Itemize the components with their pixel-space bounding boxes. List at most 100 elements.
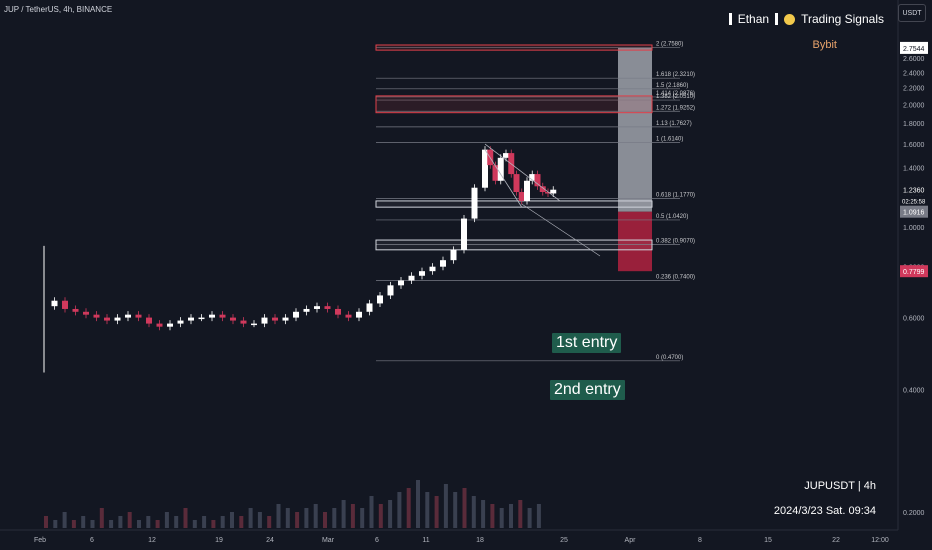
x-tick-label: 18 (476, 537, 484, 544)
candle-body (62, 300, 68, 309)
volume-bar (518, 500, 523, 528)
candle-body (450, 249, 457, 261)
volume-bar (536, 504, 541, 528)
y-tick-label: 0.2000 (903, 510, 925, 517)
fib-label: 0 (0.4700) (656, 355, 683, 361)
candle-body (230, 317, 236, 321)
x-tick-label: 24 (266, 537, 274, 544)
candle-body (513, 174, 520, 193)
currency-button[interactable]: USDT (898, 4, 926, 22)
volume-bar (332, 508, 337, 528)
brand-watermark: Ethan Trading Signals (728, 12, 884, 26)
volume-bar (509, 504, 513, 528)
candle-body (324, 306, 331, 309)
x-tick-label: Mar (322, 537, 335, 544)
candle-body (240, 320, 247, 324)
volume-bar (90, 520, 95, 528)
volume-bar (155, 520, 160, 528)
candle-body (461, 218, 467, 250)
fib-label: 1.272 (1.9252) (656, 105, 695, 111)
candle-body (282, 317, 289, 321)
coin-icon (784, 13, 796, 25)
candle-body (293, 311, 299, 318)
volume-bar (220, 516, 225, 528)
fib-label: 1.13 (1.7627) (656, 121, 692, 127)
volume-bar (62, 512, 67, 528)
target-price-tag (900, 41, 928, 54)
candle-body (356, 311, 362, 318)
volume-bar (239, 516, 244, 528)
x-tick-label: 12 (148, 537, 156, 544)
entry2-label: 2nd entry (550, 380, 625, 400)
fib-label: 1 (1.6140) (656, 136, 683, 142)
candle-body (492, 165, 499, 181)
price-zone (375, 44, 653, 51)
volume-bar (304, 508, 309, 528)
volume-bar (360, 508, 365, 528)
candle-body (314, 306, 320, 309)
price-zone (375, 95, 653, 114)
candle-body (408, 275, 415, 281)
x-tick-label: 6 (90, 537, 94, 544)
candle-body (93, 314, 100, 318)
candle-body (518, 192, 525, 201)
y-tick-label: 2.6000 (903, 56, 925, 63)
y-tick-label: 1.4000 (903, 166, 925, 173)
volume-bar (406, 488, 411, 528)
fib-label: 0.618 (1.1770) (656, 192, 695, 198)
candle-body (440, 260, 446, 267)
volume-bar (53, 520, 58, 528)
volume-bar (137, 520, 141, 528)
volume-bar (285, 508, 290, 528)
volume-bar (183, 508, 188, 528)
volume-bar (71, 520, 76, 528)
volume-bar (499, 508, 504, 528)
volume-bar (267, 516, 272, 528)
fib-label: 2 (2.7580) (656, 42, 683, 48)
candle-body (387, 285, 394, 296)
current-price-tag (900, 183, 928, 196)
y-tick-label: 0.6000 (903, 316, 925, 323)
fib-label: 1.414 (2.0876) (656, 91, 695, 97)
volume-bar (146, 516, 151, 528)
fib-label: 0.236 (0.7400) (656, 274, 695, 280)
candle-body (497, 157, 504, 181)
candle-body (272, 317, 278, 321)
volume-bar (276, 504, 281, 528)
candle-body (398, 280, 404, 286)
y-tick-label: 1.8000 (903, 121, 925, 128)
y-tick-label: 1.6000 (903, 142, 925, 149)
candle-body (125, 314, 131, 318)
x-tick-label: 8 (698, 537, 702, 544)
fib-label: 0.382 (0.9070) (656, 238, 695, 244)
y-tick-label: 2.4000 (903, 70, 925, 77)
volume-bar (192, 520, 197, 528)
candle-body (345, 314, 352, 318)
volume-bar (471, 496, 476, 528)
target-price-tag-text: 2.7544 (903, 46, 925, 53)
entry-price-tag-text: 1.0916 (903, 210, 925, 217)
candle-body (471, 187, 478, 219)
candle-body (482, 149, 488, 188)
candle-body (534, 174, 541, 187)
y-tick-label: 2.0000 (903, 103, 925, 110)
volume-bar (425, 492, 430, 528)
volume-bar (99, 508, 104, 528)
y-tick-label: 1.0000 (903, 225, 925, 232)
candle-body (188, 317, 194, 321)
volume-bar (388, 500, 393, 528)
x-tick-label: 22 (832, 537, 840, 544)
x-tick-label: 12:00 (871, 537, 889, 544)
x-tick-label: 19 (215, 537, 223, 544)
projection-line (521, 203, 601, 257)
volume-bar (369, 496, 374, 528)
x-tick-label: 6 (375, 537, 379, 544)
price-zone (375, 239, 653, 251)
volume-bar (434, 496, 439, 528)
candle-body (177, 320, 184, 324)
footer-pair: JUPUSDT | 4h (804, 480, 876, 492)
candle-body (219, 314, 226, 318)
volume-bar (313, 504, 318, 528)
volume-bar (416, 480, 420, 528)
